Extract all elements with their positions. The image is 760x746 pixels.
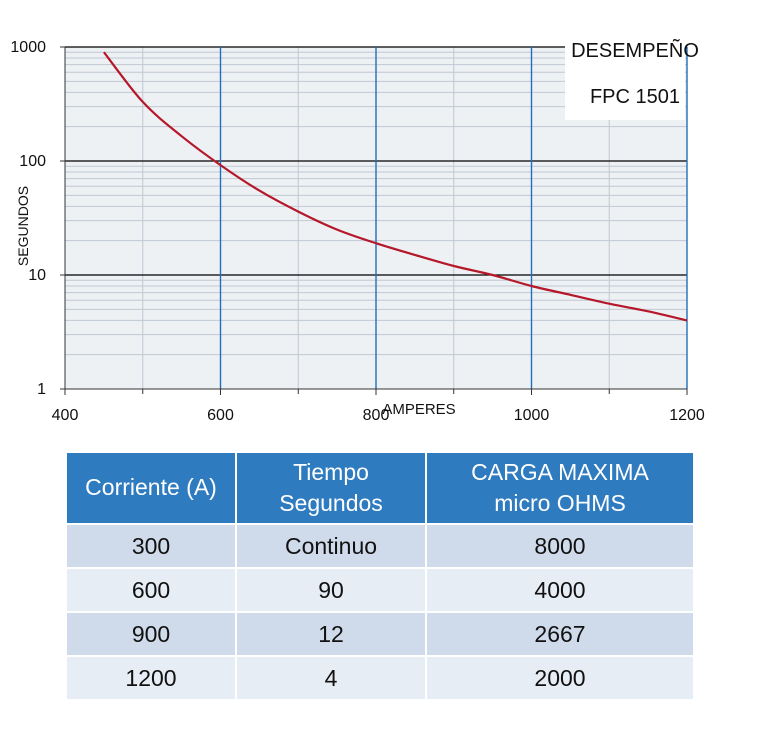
header-tiempo-line2: Segundos — [279, 490, 383, 516]
table-cell: 600 — [67, 567, 237, 612]
table-row: 300 Continuo 8000 — [67, 523, 693, 568]
chart-subtitle: FPC 1501 — [589, 86, 681, 108]
x-tick-label: 400 — [52, 407, 79, 424]
table-cell: 4000 — [426, 567, 693, 612]
y-tick-label: 1 — [37, 381, 46, 398]
x-tick-label: 1200 — [669, 407, 705, 424]
y-tick-label: 10 — [28, 267, 46, 284]
x-tick-label: 1000 — [514, 407, 550, 424]
chart-title: DESEMPEÑO — [571, 40, 699, 62]
table-cell: 2667 — [426, 611, 693, 656]
table-cell: 300 — [67, 523, 237, 568]
table-cell: 2000 — [426, 655, 693, 699]
series-layer — [103, 51, 688, 322]
table-row: 900 12 2667 — [67, 611, 693, 656]
table-cell: 8000 — [426, 523, 693, 568]
table-header-row: Corriente (A) Tiempo Segundos CARGA MAXI… — [67, 453, 693, 524]
x-axis-label: AMPERES — [382, 401, 455, 418]
table-cell: 900 — [67, 611, 237, 656]
x-tick-label: 600 — [207, 407, 234, 424]
header-carga: CARGA MAXIMA micro OHMS — [426, 453, 693, 524]
header-corriente: Corriente (A) — [67, 453, 237, 524]
table-cell: 4 — [236, 655, 427, 699]
table-row: 600 90 4000 — [67, 567, 693, 612]
table-cell: 1200 — [67, 655, 237, 699]
y-axis-label: SEGUNDOS — [15, 186, 31, 266]
table-cell: 90 — [236, 567, 427, 612]
header-carga-line2: micro OHMS — [494, 490, 626, 516]
axes — [64, 47, 687, 390]
y-tick-label: 100 — [19, 153, 46, 170]
header-carga-line1: CARGA MAXIMA — [471, 458, 649, 485]
y-tick-labels: 1 10 100 1000 — [10, 39, 46, 398]
table-cell: 12 — [236, 611, 427, 656]
header-tiempo-line1: Tiempo — [293, 458, 369, 485]
table-row: 1200 4 2000 — [67, 655, 693, 699]
header-tiempo: Tiempo Segundos — [236, 453, 427, 524]
header-corriente-text: Corriente (A) — [85, 474, 217, 501]
chart-title-box: DESEMPEÑO FPC 1501 — [565, 30, 699, 120]
table-cell: Continuo — [236, 523, 427, 568]
x-tick-labels: 400 600 800 1000 1200 — [52, 407, 705, 424]
series-line — [103, 51, 688, 322]
x-tick-label: 800 — [363, 407, 390, 424]
performance-table: Corriente (A) Tiempo Segundos CARGA MAXI… — [67, 453, 693, 699]
y-tick-label: 1000 — [10, 39, 46, 56]
